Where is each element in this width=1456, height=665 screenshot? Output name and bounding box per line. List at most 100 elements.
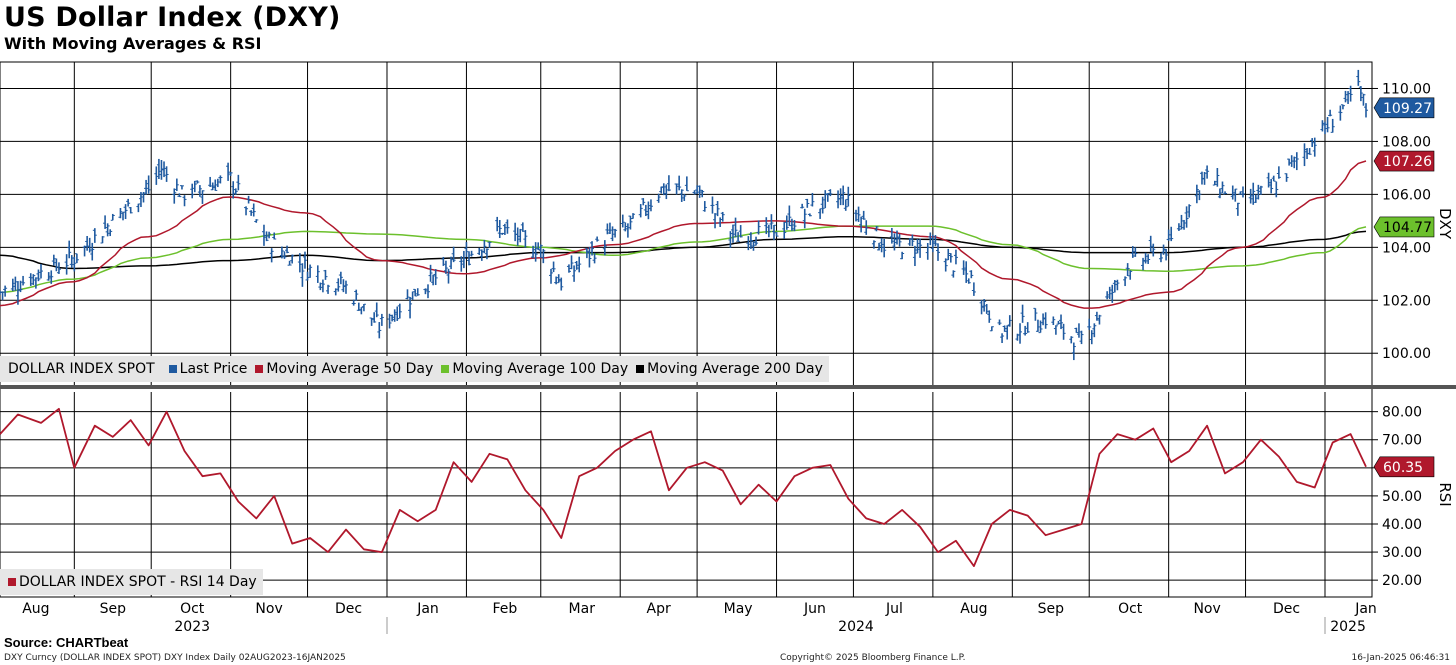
price-bar-44 — [156, 158, 161, 179]
price-bar-68 — [244, 206, 249, 216]
price-bar-272 — [971, 282, 976, 296]
plot-frame — [0, 61, 1373, 598]
price-bar-141 — [502, 223, 507, 235]
price-bar-146 — [520, 222, 525, 232]
price-bar-221 — [789, 218, 794, 231]
price-bar-13 — [46, 272, 51, 281]
price-bar-306 — [1094, 311, 1099, 321]
price-bar-147 — [523, 230, 528, 248]
price-bar-86 — [305, 271, 310, 281]
price-bar-263 — [943, 258, 948, 272]
price-bar-20 — [69, 255, 74, 268]
price-bar-168 — [602, 240, 607, 256]
price-bar-252 — [900, 251, 905, 260]
price-bar-260 — [930, 234, 935, 253]
last-value-tag-2: 104.77 — [1373, 216, 1435, 238]
price-bar-10 — [33, 277, 38, 289]
price-bar-142 — [505, 219, 510, 234]
price-bar-363 — [1302, 143, 1307, 167]
price-bar-249 — [892, 233, 897, 251]
price-bar-179 — [641, 198, 646, 206]
price-bar-58 — [208, 176, 213, 187]
price-bar-284 — [1018, 323, 1023, 344]
price-bar-66 — [233, 188, 238, 195]
price-bar-166 — [592, 252, 597, 264]
footer-copyright: Copyright© 2025 Bloomberg Finance L.P. — [780, 653, 966, 663]
price-bar-247 — [882, 238, 887, 258]
rsi-legend: DOLLAR INDEX SPOT - RSI 14 Day — [0, 569, 263, 595]
price-bar-113 — [405, 289, 410, 300]
price-bar-316 — [1130, 246, 1135, 258]
price-bar-193 — [692, 190, 697, 195]
price-bar-39 — [138, 192, 143, 208]
price-bar-30 — [105, 223, 110, 237]
x-month-label-4: Dec — [335, 601, 362, 617]
price-bar-275 — [984, 304, 989, 314]
price-bar-291 — [1041, 313, 1046, 326]
price-bar-79 — [282, 251, 287, 259]
price-bar-266 — [951, 270, 956, 278]
price-bar-5 — [15, 281, 20, 305]
price-bar-24 — [85, 236, 90, 251]
price-bar-257 — [918, 238, 923, 258]
price-bar-222 — [792, 220, 797, 232]
price-bar-78 — [279, 246, 284, 259]
price-bar-244 — [874, 225, 879, 232]
price-bar-232 — [828, 189, 833, 197]
price-bar-308 — [1105, 291, 1110, 300]
price-bar-3 — [10, 278, 15, 292]
price-bar-332 — [1187, 204, 1192, 218]
price-bar-128 — [459, 256, 464, 272]
price-bar-228 — [818, 208, 823, 219]
price-bar-158 — [566, 264, 571, 273]
price-bar-176 — [628, 215, 633, 230]
price-bar-40 — [141, 191, 146, 203]
price-bar-125 — [446, 268, 451, 284]
price-bar-42 — [146, 175, 151, 194]
x-month-label-11: Jul — [885, 601, 903, 617]
chart-subtitle: With Moving Averages & RSI — [4, 34, 262, 53]
ma50-line — [0, 160, 1367, 309]
price-bar-289 — [1035, 319, 1040, 332]
price-bar-144 — [515, 227, 520, 246]
price-bar-236 — [843, 199, 848, 211]
legend-item-rsi: DOLLAR INDEX SPOT - RSI 14 Day — [19, 574, 257, 590]
price-bar-38 — [136, 203, 141, 213]
last-value-tag-text: 109.27 — [1383, 101, 1432, 117]
last-value-tag-bg — [1373, 150, 1435, 172]
legend-instrument-label: DOLLAR INDEX SPOT — [8, 361, 155, 377]
rsi-ytick-label-2: 40.00 — [1382, 517, 1422, 533]
price-bar-345 — [1235, 202, 1240, 216]
price-bar-167 — [595, 236, 600, 242]
price-bar-256 — [915, 238, 920, 254]
price-bar-57 — [200, 190, 205, 204]
price-bar-187 — [666, 175, 671, 192]
price-bar-290 — [1038, 320, 1043, 334]
price-bar-188 — [674, 183, 679, 195]
price-bar-15 — [51, 254, 56, 266]
price-bar-81 — [287, 260, 292, 266]
price-bar-175 — [625, 223, 630, 238]
price-bar-300 — [1074, 327, 1079, 334]
price-bar-192 — [684, 176, 689, 192]
price-bar-258 — [925, 243, 930, 260]
price-bar-352 — [1258, 185, 1263, 195]
price-bar-368 — [1320, 120, 1325, 132]
legend-swatch-ma50 — [255, 365, 264, 373]
price-bar-160 — [572, 265, 577, 282]
price-bar-317 — [1133, 247, 1138, 257]
price-bar-365 — [1307, 148, 1312, 155]
x-month-label-17: Jan — [1354, 601, 1377, 617]
rsi-ytick-label-1: 30.00 — [1382, 545, 1422, 561]
price-bar-60 — [213, 179, 218, 191]
price-bar-279 — [1000, 333, 1005, 344]
price-bar-375 — [1343, 90, 1348, 103]
price-ytick-label-2: 104.00 — [1382, 240, 1431, 256]
price-bar-116 — [413, 288, 418, 297]
price-bar-90 — [320, 279, 325, 293]
x-month-label-10: Jun — [803, 601, 826, 617]
price-bar-319 — [1143, 252, 1148, 264]
price-bar-180 — [643, 204, 648, 217]
price-bar-229 — [820, 196, 825, 214]
price-bar-152 — [541, 248, 546, 264]
